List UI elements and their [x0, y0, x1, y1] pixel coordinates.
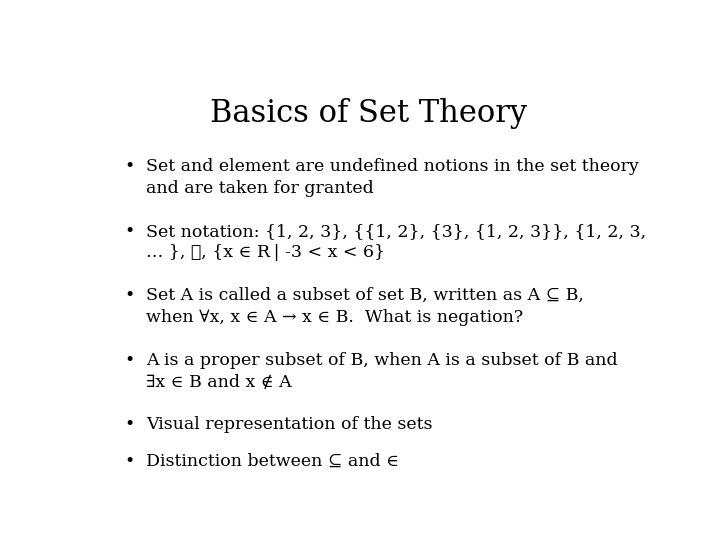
Text: Basics of Set Theory: Basics of Set Theory — [210, 98, 528, 129]
Text: Set notation: {1, 2, 3}, {{1, 2}, {3}, {1, 2, 3}}, {1, 2, 3,
… }, ∅, {x ∈ R | -3: Set notation: {1, 2, 3}, {{1, 2}, {3}, {… — [145, 223, 646, 261]
Text: •: • — [124, 287, 134, 304]
Text: •: • — [124, 223, 134, 240]
Text: •: • — [124, 416, 134, 433]
Text: •: • — [124, 453, 134, 470]
Text: Set A is called a subset of set B, written as A ⊆ B,
when ∀x, x ∈ A → x ∈ B.  Wh: Set A is called a subset of set B, writt… — [145, 287, 584, 326]
Text: Distinction between ⊆ and ∈: Distinction between ⊆ and ∈ — [145, 453, 399, 470]
Text: Visual representation of the sets: Visual representation of the sets — [145, 416, 432, 433]
Text: •: • — [124, 158, 134, 176]
Text: Set and element are undefined notions in the set theory
and are taken for grante: Set and element are undefined notions in… — [145, 158, 639, 197]
Text: •: • — [124, 352, 134, 369]
Text: A is a proper subset of B, when A is a subset of B and
∃x ∈ B and x ∉ A: A is a proper subset of B, when A is a s… — [145, 352, 618, 390]
